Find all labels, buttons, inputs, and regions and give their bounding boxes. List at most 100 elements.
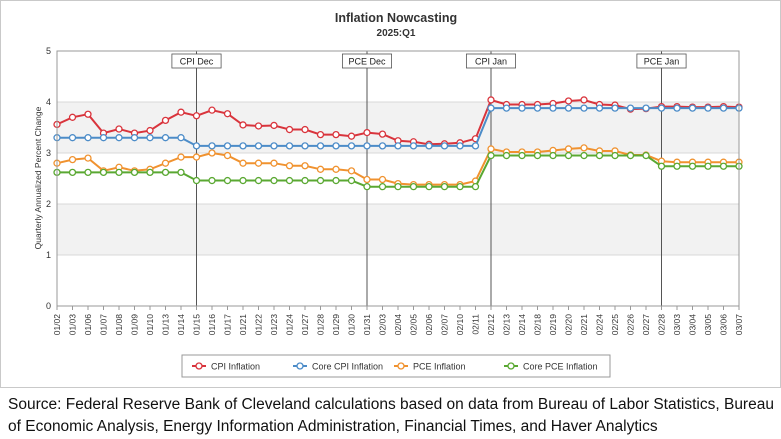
- x-tick-label: 02/07: [440, 314, 450, 336]
- data-point: [487, 151, 495, 160]
- data-point: [363, 128, 371, 137]
- x-tick-label: 02/11: [471, 314, 481, 335]
- x-tick-label: 01/27: [300, 314, 310, 336]
- data-point: [84, 168, 92, 177]
- data-point: [332, 176, 340, 185]
- data-point: [192, 176, 201, 185]
- x-tick-label: 02/21: [579, 314, 589, 336]
- data-point: [611, 104, 619, 112]
- data-point: [161, 168, 170, 177]
- data-point: [425, 183, 433, 191]
- data-point: [208, 142, 216, 150]
- x-tick-label: 02/28: [657, 314, 667, 336]
- x-tick-label: 01/06: [83, 314, 93, 336]
- chart-frame: CPI Dec PCE Dec CPI Jan PCE Jan 0 1 2 3 4 5 01/02…: [0, 0, 781, 388]
- data-point: [285, 162, 294, 170]
- data-point: [502, 151, 511, 160]
- x-tick-label: 02/10: [455, 314, 465, 336]
- release-label-box: [465, 53, 516, 69]
- data-point: [285, 176, 294, 185]
- data-point: [704, 104, 712, 112]
- data-point: [440, 183, 449, 191]
- legend-label: CPI Inflation: [211, 362, 260, 372]
- x-tick-label: 02/19: [548, 314, 558, 336]
- data-point: [378, 183, 387, 191]
- x-tick-label: 02/26: [626, 314, 636, 336]
- data-point: [84, 154, 92, 162]
- data-point: [68, 113, 77, 121]
- data-point: [688, 104, 697, 112]
- release-label: PCE Dec: [348, 57, 386, 67]
- x-tick-label: 02/27: [641, 314, 651, 336]
- data-point: [270, 176, 278, 185]
- y-tick-label: 2: [46, 199, 51, 209]
- x-tick-label: 03/07: [734, 314, 744, 336]
- y-tick-label: 4: [46, 97, 51, 107]
- x-tick-label: 03/03: [672, 314, 682, 336]
- data-point: [518, 151, 526, 160]
- data-point: [471, 183, 480, 191]
- data-point: [192, 142, 201, 150]
- release-label-box: [341, 53, 392, 69]
- data-point: [487, 96, 495, 104]
- data-point: [642, 104, 650, 112]
- data-point: [68, 134, 77, 142]
- data-point: [440, 142, 449, 150]
- data-point: [239, 142, 247, 150]
- x-tick-label: 02/18: [533, 314, 543, 336]
- data-point: [146, 168, 154, 177]
- data-point: [316, 165, 325, 173]
- data-point: [208, 149, 216, 157]
- legend-swatch-marker: [195, 362, 203, 370]
- data-point: [409, 142, 418, 150]
- data-point: [363, 142, 371, 150]
- x-tick-label: 02/05: [409, 314, 419, 336]
- data-point: [642, 151, 650, 160]
- data-point: [580, 96, 588, 104]
- x-tick-label: 01/29: [331, 314, 341, 336]
- data-point: [130, 168, 139, 177]
- data-point: [564, 145, 573, 153]
- data-point: [301, 142, 309, 150]
- data-point: [239, 121, 247, 129]
- data-point: [409, 183, 418, 191]
- data-point: [115, 134, 123, 142]
- data-point: [115, 125, 123, 133]
- data-point: [719, 162, 728, 170]
- x-tick-label: 03/05: [703, 314, 713, 336]
- data-point: [673, 162, 681, 170]
- data-point: [347, 142, 356, 150]
- data-point: [347, 132, 356, 140]
- release-label: CPI Jan: [475, 57, 507, 67]
- y-axis-label: Quarterly Annualized Percent Change: [33, 106, 43, 249]
- data-point: [177, 153, 185, 161]
- x-tick-label: 01/13: [161, 314, 171, 336]
- data-point: [580, 151, 588, 160]
- x-tick-label: 01/08: [114, 314, 124, 336]
- x-tick-label: 02/25: [610, 314, 620, 336]
- data-point: [564, 151, 573, 160]
- chart-title: Inflation Nowcasting: [335, 11, 457, 25]
- data-point: [688, 162, 697, 170]
- data-point: [332, 165, 340, 173]
- legend: CPI Inflation Core CPI Inflation PCE Infla…: [181, 354, 611, 378]
- data-point: [223, 142, 232, 150]
- data-point: [208, 176, 216, 185]
- chart-subtitle: 2025:Q1: [377, 28, 416, 39]
- data-point: [347, 167, 356, 175]
- data-point: [626, 104, 635, 112]
- data-point: [223, 151, 232, 160]
- x-tick-label: 01/07: [99, 314, 109, 336]
- x-tick-label: 02/04: [393, 314, 403, 336]
- data-point: [223, 176, 232, 185]
- data-point: [84, 110, 92, 118]
- data-point: [270, 142, 278, 150]
- y-tick-label: 0: [46, 301, 51, 311]
- data-point: [285, 125, 294, 134]
- data-point: [270, 159, 278, 167]
- data-point: [502, 104, 511, 112]
- data-point: [363, 175, 371, 184]
- x-tick-label: 01/17: [223, 314, 233, 336]
- grid-band: [57, 204, 739, 255]
- data-point: [657, 104, 666, 112]
